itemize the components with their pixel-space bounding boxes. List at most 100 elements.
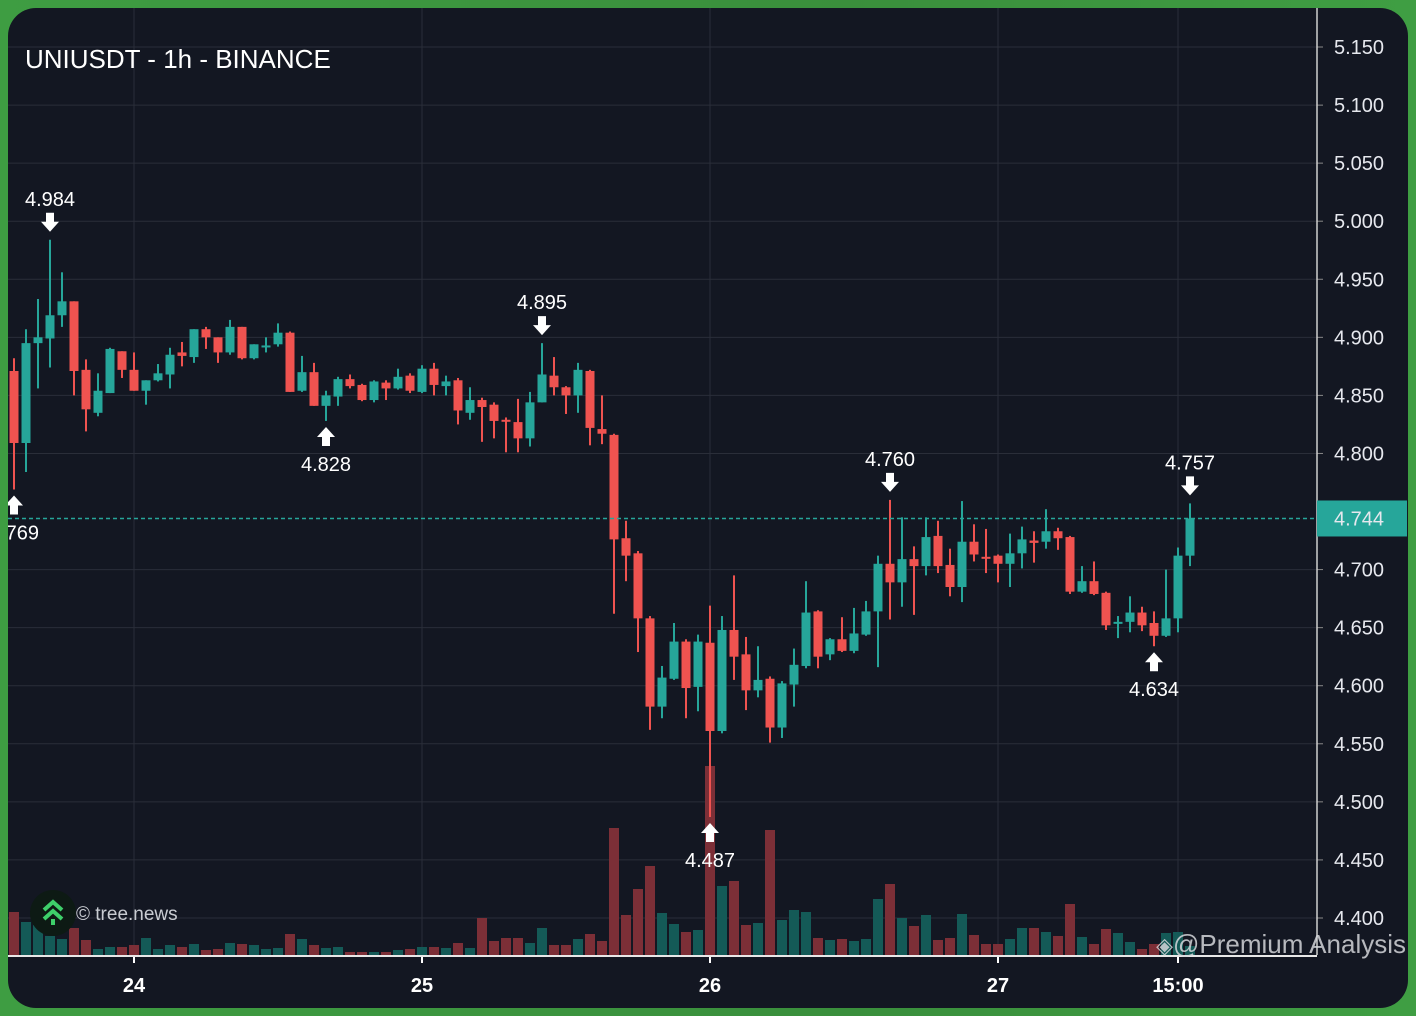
y-tick-label: 5.050: [1334, 153, 1384, 175]
arrow-down-icon: [41, 212, 59, 232]
candle-down: [81, 369, 91, 410]
candle-down: [741, 654, 751, 691]
x-tick-label: 25: [411, 975, 433, 997]
y-tick-label: 4.900: [1334, 327, 1384, 349]
volume-bar: [1041, 932, 1051, 955]
volume-bar: [141, 938, 151, 955]
candle-up: [1041, 531, 1051, 542]
candle-down: [621, 538, 631, 556]
volume-bar: [717, 886, 727, 955]
candle-down: [1101, 592, 1111, 626]
candle-up: [957, 541, 967, 588]
volume-bar: [537, 928, 547, 955]
volume-bar: [1137, 949, 1147, 955]
volume-bar: [237, 944, 247, 955]
volume-bar: [789, 910, 799, 955]
volume-bar: [837, 939, 847, 955]
diamond-logo-icon: ◈: [1156, 933, 1173, 958]
arrow-down-icon: [1181, 476, 1199, 496]
candle-down: [729, 629, 739, 657]
candle-down: [1029, 540, 1039, 543]
candle-down: [597, 429, 607, 434]
y-tick-label: 4.600: [1334, 676, 1384, 698]
candle-down: [585, 371, 595, 428]
candle-down: [405, 375, 415, 391]
candle-down: [453, 380, 463, 411]
watermark: ◈@Premium Analysis: [1156, 931, 1406, 959]
volume-bar: [1125, 942, 1135, 955]
volume-bar: [153, 949, 163, 955]
candle-down: [69, 301, 79, 372]
candle-down: [885, 563, 895, 583]
volume-bar: [981, 944, 991, 955]
candle-down: [549, 375, 559, 388]
volume-bar: [885, 884, 895, 955]
candle-up: [45, 315, 55, 339]
candle-up: [1005, 553, 1015, 564]
volume-bar: [489, 941, 499, 955]
candlestick-chart[interactable]: 5.150 5.100 5.050 5.000 4.950 4.900 4.850 4.800…: [8, 8, 1408, 1008]
candle-up: [465, 400, 475, 413]
volume-bar: [249, 945, 259, 955]
volume-bar: [969, 935, 979, 955]
candle-down: [1065, 537, 1075, 592]
y-tick-label: 4.400: [1334, 908, 1384, 930]
volume-bar: [1113, 933, 1123, 955]
candle-down: [201, 329, 211, 338]
volume-bar: [69, 928, 79, 955]
y-tick-label: 4.850: [1334, 385, 1384, 407]
y-tick-label: 4.550: [1334, 734, 1384, 756]
candle-down: [1149, 623, 1159, 636]
high-label: 4.895: [517, 292, 567, 314]
volume-bar: [357, 952, 367, 955]
volume-bar: [729, 881, 739, 955]
candle-up: [525, 402, 535, 439]
candle-up: [717, 629, 727, 732]
candle-down: [237, 326, 247, 359]
candle-down: [477, 400, 487, 408]
volume-bar: [345, 952, 355, 955]
tree-news-logo: [30, 890, 76, 936]
high-label: 4.760: [865, 449, 915, 471]
volume-bar: [813, 938, 823, 955]
candle-down: [909, 559, 919, 567]
candle-up: [1017, 539, 1027, 554]
x-tick-label: 27: [987, 975, 1009, 997]
candle-up: [849, 633, 859, 651]
volume-bar: [597, 941, 607, 955]
volume-bar: [405, 949, 415, 955]
volume-bar: [1089, 944, 1099, 955]
candle-up: [669, 641, 679, 679]
candle-up: [873, 563, 883, 612]
high-label: 4.984: [25, 189, 75, 211]
volume-bar: [369, 952, 379, 955]
candle-up: [321, 395, 331, 406]
volume-bar: [117, 947, 127, 955]
low-label: 4.634: [1129, 679, 1179, 701]
volume-bar: [477, 918, 487, 955]
candle-down: [945, 564, 955, 588]
volume-bar: [561, 945, 571, 955]
candle-up: [1077, 581, 1087, 592]
volume-bar: [465, 948, 475, 955]
candle-down: [429, 368, 439, 385]
candle-up: [753, 679, 763, 691]
volume-bar: [945, 938, 955, 955]
volume-bar: [669, 924, 679, 955]
volume-bar: [1149, 944, 1159, 955]
x-tick-label: 24: [123, 975, 146, 997]
candle-down: [213, 337, 223, 353]
candle-up: [333, 379, 343, 397]
candle-down: [177, 352, 187, 356]
candle-down: [933, 535, 943, 567]
candle-down: [645, 618, 655, 707]
volume-bar: [861, 939, 871, 955]
volume-bar: [585, 934, 595, 955]
volume-bar: [273, 948, 283, 955]
candle-down: [345, 379, 355, 387]
volume-bar: [1065, 904, 1075, 955]
candle-up: [141, 380, 151, 391]
candle-down: [837, 639, 847, 651]
candle-down: [633, 553, 643, 619]
volume-bar: [381, 952, 391, 955]
